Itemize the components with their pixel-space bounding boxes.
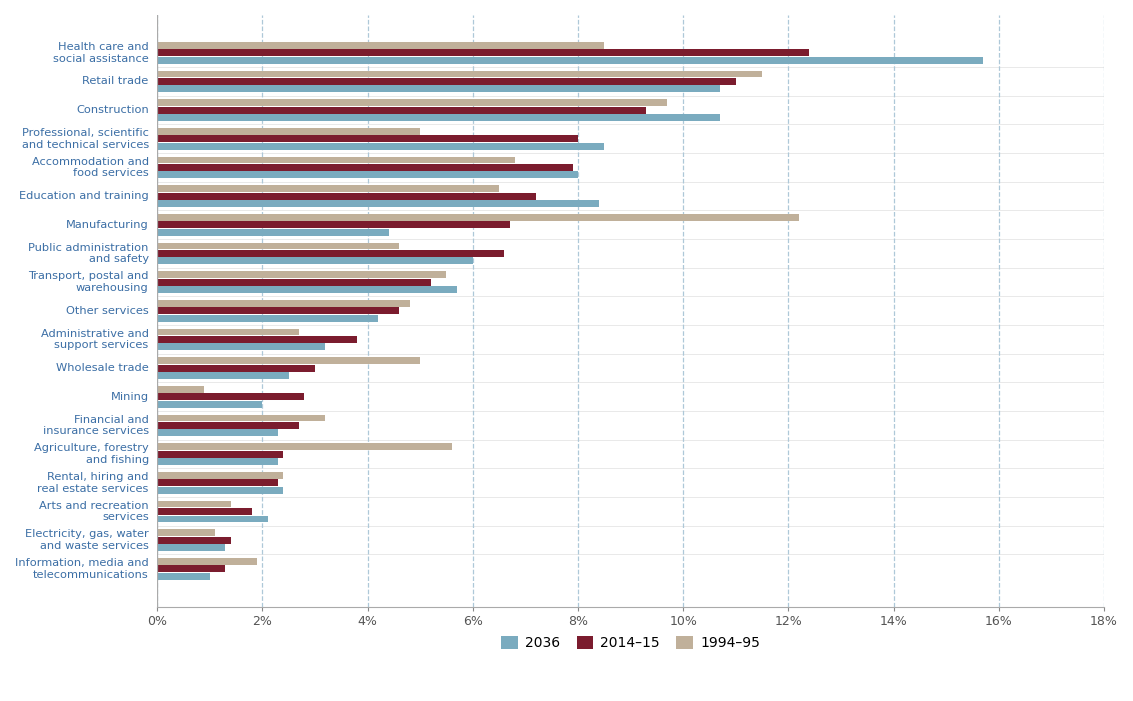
Bar [157, 566, 225, 572]
Bar [157, 307, 399, 314]
Bar [157, 156, 514, 163]
Bar [157, 114, 719, 121]
Bar [157, 529, 215, 536]
Bar [157, 164, 572, 171]
Bar [157, 135, 578, 142]
Bar [157, 472, 283, 479]
Bar [157, 200, 599, 207]
Bar [157, 300, 410, 307]
Bar [157, 365, 315, 372]
Bar [157, 515, 267, 522]
Bar [157, 329, 299, 336]
Bar [157, 222, 510, 229]
Bar [157, 537, 231, 543]
Bar [157, 229, 389, 236]
Bar [157, 128, 420, 135]
Bar [157, 279, 431, 285]
Bar [157, 71, 763, 77]
Bar [157, 393, 305, 400]
Bar [157, 193, 536, 200]
Bar [157, 286, 457, 293]
Bar [157, 143, 604, 150]
Bar [157, 573, 210, 580]
Bar [157, 250, 504, 257]
Bar [157, 386, 204, 393]
Bar [157, 486, 283, 494]
Bar [157, 372, 289, 379]
Bar [157, 57, 983, 64]
Bar [157, 458, 278, 465]
Bar [157, 544, 225, 551]
Bar [157, 358, 420, 364]
Bar [157, 271, 446, 278]
Bar [157, 508, 252, 515]
Bar [157, 243, 399, 250]
Bar [157, 479, 278, 486]
Bar [157, 172, 578, 178]
Bar [157, 451, 283, 458]
Bar [157, 185, 499, 192]
Bar [157, 315, 378, 322]
Bar [157, 343, 325, 350]
Bar [157, 443, 452, 450]
Bar [157, 422, 299, 429]
Bar [157, 100, 667, 106]
Bar [157, 107, 646, 114]
Bar [157, 430, 278, 437]
Bar [157, 42, 604, 49]
Legend: 2036, 2014–15, 1994–95: 2036, 2014–15, 1994–95 [495, 631, 766, 656]
Bar [157, 257, 472, 264]
Bar [157, 49, 809, 56]
Bar [157, 401, 263, 408]
Bar [157, 336, 357, 343]
Bar [157, 214, 799, 221]
Bar [157, 78, 735, 85]
Bar [157, 86, 719, 93]
Bar [157, 414, 325, 421]
Bar [157, 558, 257, 565]
Bar [157, 501, 231, 508]
